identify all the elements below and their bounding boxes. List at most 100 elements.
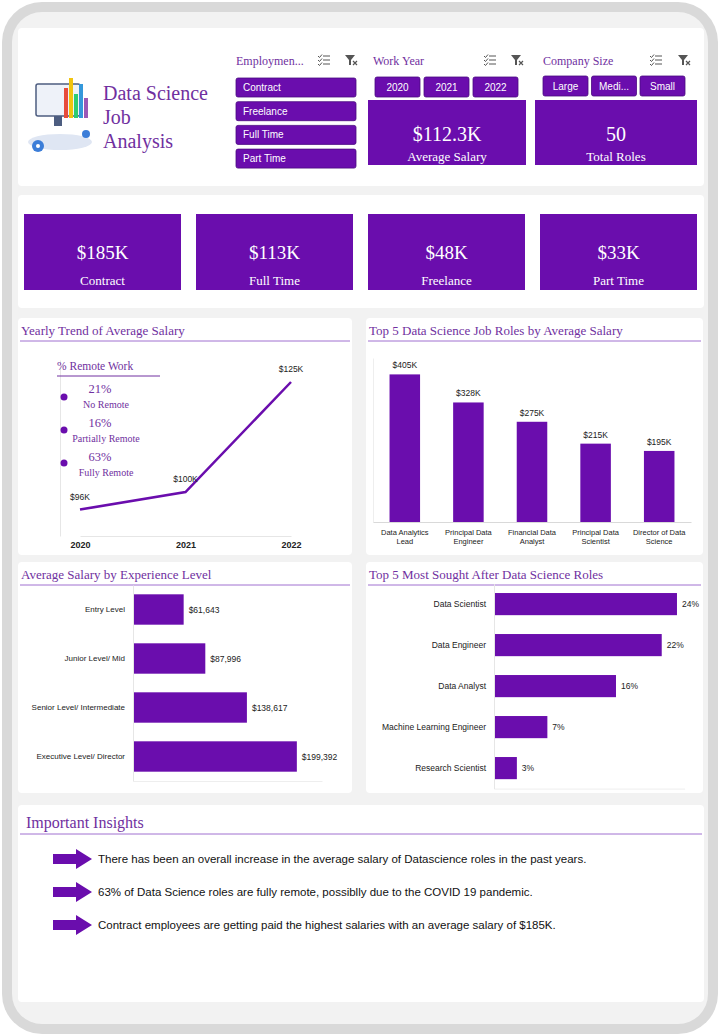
kpi-value: $185K xyxy=(77,242,129,263)
slicer-button[interactable]: Contract xyxy=(236,78,356,97)
insights-title: Important Insights xyxy=(26,814,144,832)
slicer-button-bg[interactable] xyxy=(375,77,420,97)
kpi: $33KPart Time xyxy=(540,214,697,290)
insight-text: There has been an overall increase in th… xyxy=(98,853,586,865)
kpi-label: Contract xyxy=(80,273,125,288)
title-underline xyxy=(20,834,702,835)
slicer-option[interactable]: Freelance xyxy=(243,106,288,117)
text-line: Lead xyxy=(396,537,413,546)
tick: Junior Level/ Mid xyxy=(65,654,125,663)
chart-panel xyxy=(18,318,352,555)
tick: Executive Level/ Director xyxy=(37,752,126,761)
icon-line xyxy=(323,56,330,57)
bar xyxy=(133,643,205,673)
bar xyxy=(494,675,616,697)
tick-label: Principal DataEngineer xyxy=(445,528,493,546)
line-chart: 202020212022$96K$100K$125K% Remote Work2… xyxy=(57,360,304,550)
summary-card: 50Total Roles xyxy=(535,100,697,165)
annotation-label: Partially Remote xyxy=(72,433,140,444)
tick: 2020 xyxy=(70,540,90,550)
data-label: $96K xyxy=(70,492,90,502)
icon-monitor xyxy=(36,84,80,116)
tick: Principal DataScientist xyxy=(572,528,620,546)
bar-chart: Data AnalyticsLeadPrincipal DataEngineer… xyxy=(374,359,692,546)
bar xyxy=(494,593,677,615)
slicer-button-bg[interactable] xyxy=(592,76,637,96)
slicer-button[interactable]: 2020 xyxy=(375,77,420,97)
tick: Data Analyst xyxy=(438,681,486,691)
icon-line xyxy=(489,60,496,61)
slicer-button-bg[interactable] xyxy=(473,77,518,97)
tick: 2022 xyxy=(281,540,301,550)
slicer-option[interactable]: Large xyxy=(553,81,579,92)
summary-label: Total Roles xyxy=(586,149,645,164)
clear-filter-icon[interactable] xyxy=(511,55,523,65)
annotation-value: 21% xyxy=(89,382,112,396)
slicer-option[interactable]: Contract xyxy=(243,82,281,93)
axis xyxy=(60,361,61,537)
slicer-title: Employmen... xyxy=(236,54,304,68)
axis: Data AnalyticsLeadPrincipal DataEngineer… xyxy=(374,523,692,546)
data-label: $125K xyxy=(279,364,304,374)
multi-select-icon[interactable] xyxy=(484,55,496,66)
slicer-button[interactable]: Freelance xyxy=(236,102,356,121)
slicer-button[interactable]: Part Time xyxy=(236,149,356,168)
plot-area xyxy=(390,374,675,522)
slicer-option[interactable]: 2021 xyxy=(435,82,458,93)
tick-label: Senior Level/ Intermediate xyxy=(32,703,126,712)
text-line: Analyst xyxy=(520,537,546,546)
slicer-button[interactable]: Full Time xyxy=(236,125,356,144)
annotation-label: No Remote xyxy=(83,399,129,410)
plot-area xyxy=(80,382,291,510)
clear-filter-icon[interactable] xyxy=(678,55,690,65)
icon-x xyxy=(519,61,523,65)
slicer-button-bg[interactable] xyxy=(640,76,685,96)
icon-bar xyxy=(64,88,68,118)
slicer-button[interactable]: 2022 xyxy=(473,77,518,97)
summary-value: $112.3K xyxy=(413,123,482,145)
slicer-option[interactable]: Medi... xyxy=(599,81,629,92)
kpi-label: Part Time xyxy=(593,273,644,288)
tick-label: 2020 xyxy=(70,540,90,550)
slicer-button-bg[interactable] xyxy=(236,125,356,144)
tick: Financial DataAnalyst xyxy=(508,528,557,546)
slicer-option[interactable]: Small xyxy=(650,81,675,92)
icon-line xyxy=(489,56,496,57)
frame xyxy=(2,2,718,1034)
chart-panel xyxy=(366,562,703,793)
kpi-bg xyxy=(24,214,181,290)
clear-filter-icon[interactable] xyxy=(345,55,357,65)
slicer-button-bg[interactable] xyxy=(236,102,356,121)
slicer-button[interactable]: Large xyxy=(543,76,588,96)
slicer-button-bg[interactable] xyxy=(236,78,356,97)
slicer-button-bg[interactable] xyxy=(424,77,469,97)
summary-card-bg xyxy=(368,100,526,165)
annotation-label: Fully Remote xyxy=(79,467,134,478)
slicer-option[interactable]: Full Time xyxy=(243,129,284,140)
data-label: $199,392 xyxy=(302,752,338,762)
icon-line xyxy=(489,64,496,65)
multi-select-icon[interactable] xyxy=(318,55,330,66)
slicer-button[interactable]: Medi... xyxy=(592,76,637,96)
kpi-card xyxy=(18,195,704,308)
slicer-button[interactable]: 2021 xyxy=(424,77,469,97)
slicer-button[interactable]: Small xyxy=(640,76,685,96)
tick: Director of DataScience xyxy=(633,528,686,546)
slicer-option[interactable]: 2022 xyxy=(484,82,507,93)
dashboard: Data ScienceJobAnalysisEmploymen...Contr… xyxy=(0,0,720,1036)
chart-title: Yearly Trend of Average Salary xyxy=(21,323,185,338)
slicer-button-bg[interactable] xyxy=(543,76,588,96)
icon-check xyxy=(318,63,322,66)
insight-text: Contract employees are getting paid the … xyxy=(98,919,556,931)
data-label: 24% xyxy=(682,599,699,609)
data-label: $100K xyxy=(173,474,198,484)
multi-select-icon[interactable] xyxy=(650,55,662,66)
slicer-button-bg[interactable] xyxy=(236,149,356,168)
axis-line xyxy=(373,359,374,523)
slicer-option[interactable]: 2020 xyxy=(386,82,409,93)
kpi: $113KFull Time xyxy=(196,214,353,290)
kpi: $48KFreelance xyxy=(368,214,525,290)
slicer-option[interactable]: Part Time xyxy=(243,153,286,164)
salary-line xyxy=(80,382,291,510)
icon-line xyxy=(655,60,662,61)
